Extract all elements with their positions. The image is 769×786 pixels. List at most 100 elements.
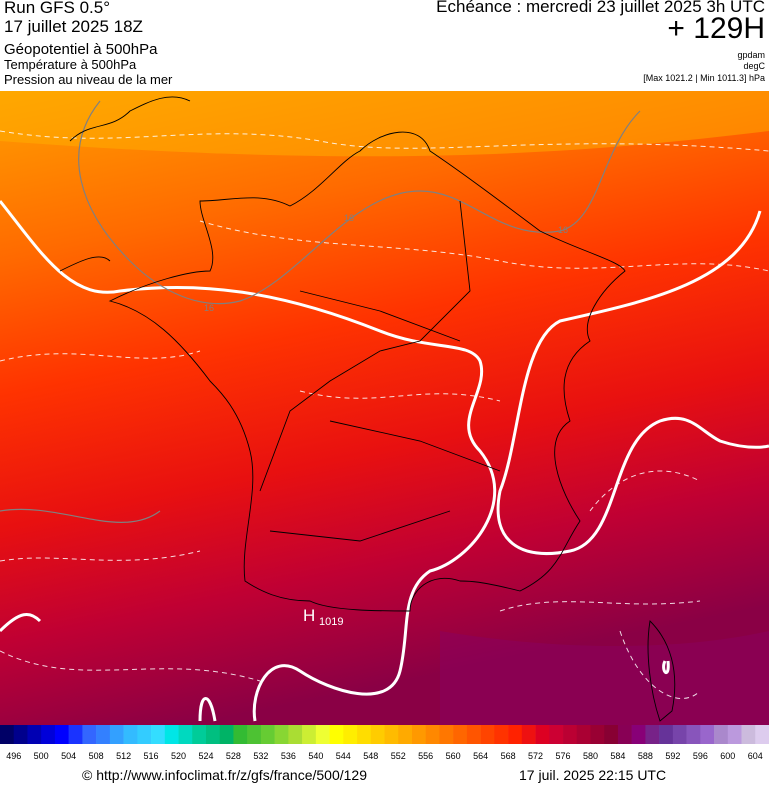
color-swatch — [329, 725, 344, 744]
color-swatch — [425, 725, 440, 744]
isotherm-label: 16 — [344, 213, 354, 223]
isotherm-label: 16 — [204, 303, 214, 313]
geopotential-contours — [0, 200, 769, 722]
unit: degC — [743, 61, 765, 71]
temperature-band — [0, 91, 769, 157]
lead-time: + 129H — [667, 12, 765, 45]
timestamp: 17 juil. 2025 22:15 UTC — [519, 767, 667, 783]
color-swatch — [659, 725, 674, 744]
color-swatch — [686, 725, 701, 744]
color-swatch — [604, 725, 619, 744]
color-swatch — [508, 725, 523, 744]
high-pressure: 1019 — [319, 616, 343, 628]
colorbar-label: 508 — [89, 751, 104, 761]
colorbar-label: 604 — [748, 751, 763, 761]
colorbar-label: 584 — [610, 751, 625, 761]
color-swatch — [164, 725, 179, 744]
color-swatch — [494, 725, 509, 744]
pressure-isobars — [0, 130, 769, 699]
color-swatch — [260, 725, 275, 744]
color-swatch — [741, 725, 756, 744]
colorbar-label: 556 — [418, 751, 433, 761]
colorbar-label: 504 — [61, 751, 76, 761]
color-swatch — [521, 725, 536, 744]
colorbar-label: 540 — [308, 751, 323, 761]
color-swatch — [68, 725, 83, 744]
field: Pression au niveau de la mer — [4, 72, 173, 87]
color-swatch — [151, 725, 166, 744]
color-swatch — [411, 725, 426, 744]
field: Température à 500hPa — [4, 57, 137, 72]
color-swatch — [645, 725, 660, 744]
color-swatch — [466, 725, 481, 744]
color-swatch — [755, 725, 769, 744]
run: Run GFS 0.5° — [4, 0, 111, 17]
color-swatch — [384, 725, 399, 744]
colorbar-label: 572 — [528, 751, 543, 761]
colorbar: 496 500 504 508 512 516 520 524 528 532 536 540 544 5… — [0, 725, 769, 761]
colorbar-label: 600 — [720, 751, 735, 761]
color-swatch — [82, 725, 97, 744]
source-url: © http://www.infoclimat.fr/z/gfs/france/… — [82, 767, 367, 783]
colorbar-label: 524 — [198, 751, 213, 761]
color-swatch — [357, 725, 372, 744]
color-swatch — [178, 725, 193, 744]
colorbar-label: 548 — [363, 751, 378, 761]
colorbar-label: 560 — [446, 751, 461, 761]
color-swatch — [315, 725, 330, 744]
colorbar-label: 568 — [501, 751, 516, 761]
color-swatch — [27, 725, 42, 744]
color-swatch — [439, 725, 454, 744]
colorbar-label: 500 — [34, 751, 49, 761]
color-swatch — [727, 725, 742, 744]
color-swatch — [109, 725, 124, 744]
color-swatch — [274, 725, 289, 744]
colorbar-label: 528 — [226, 751, 241, 761]
color-swatch — [700, 725, 715, 744]
unit: gpdam — [737, 50, 765, 60]
color-swatch — [233, 725, 248, 744]
color-swatch — [247, 725, 262, 744]
colorbar-label: 552 — [391, 751, 406, 761]
color-swatch — [563, 725, 578, 744]
color-swatch — [631, 725, 646, 744]
colorbar-label: 588 — [638, 751, 653, 761]
color-swatch — [205, 725, 221, 744]
color-swatch — [398, 725, 413, 744]
color-swatch — [714, 725, 729, 744]
run-date: 17 juillet 2025 18Z — [4, 17, 143, 36]
colorbar-label: 532 — [253, 751, 268, 761]
high-label: H — [303, 606, 315, 625]
color-swatch — [535, 725, 550, 744]
colorbar-label: 496 — [6, 751, 21, 761]
color-swatch — [0, 725, 15, 744]
color-swatch — [343, 725, 358, 744]
field: Géopotentiel à 500hPa — [4, 41, 158, 58]
color-swatch — [219, 725, 234, 744]
map: H 1019 16 16 16 — [0, 91, 769, 725]
coastlines-borders — [59, 96, 676, 722]
valid-time: Echéance : mercredi 23 juillet 2025 3h U… — [436, 0, 765, 16]
colorbar-label: 516 — [144, 751, 159, 761]
color-swatch — [672, 725, 687, 744]
temperature-field — [0, 91, 769, 725]
colorbar-label: 592 — [665, 751, 680, 761]
colorbar-label: 564 — [473, 751, 488, 761]
color-swatch — [123, 725, 138, 744]
color-swatch — [453, 725, 468, 744]
color-swatch — [590, 725, 605, 744]
color-swatch — [370, 725, 385, 744]
color-swatch — [13, 725, 28, 744]
color-swatch — [137, 725, 152, 744]
color-swatch — [288, 725, 303, 744]
color-swatch — [192, 725, 207, 744]
color-swatch — [41, 725, 56, 744]
colorbar-label: 544 — [336, 751, 351, 761]
color-swatch — [480, 725, 495, 744]
colorbar-label: 512 — [116, 751, 131, 761]
pressure-range: [Max 1021.2 | Min 1011.3] hPa — [643, 73, 765, 83]
colorbar-label: 580 — [583, 751, 598, 761]
color-swatch — [549, 725, 564, 744]
temperature-band — [440, 631, 769, 725]
